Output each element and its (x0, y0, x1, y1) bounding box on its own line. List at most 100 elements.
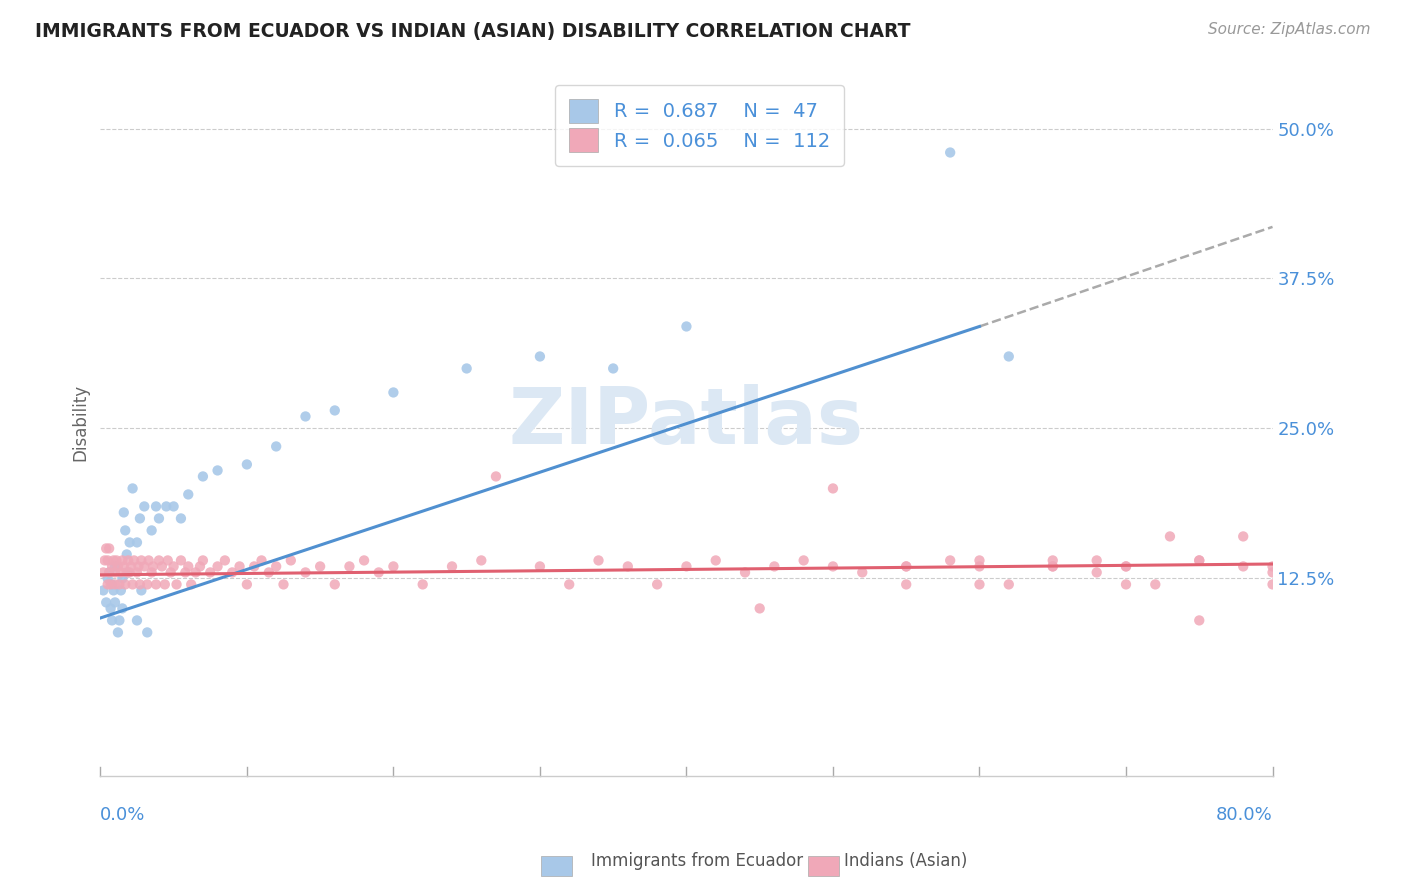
Point (98, 541, 121, 556)
Point (96, 541, 118, 556)
Point (121, 482, 143, 496)
Point (125, 535, 148, 549)
Point (150, 559, 173, 574)
Point (382, 385, 405, 400)
Point (136, 577, 159, 591)
Point (748, 601, 770, 615)
Point (108, 577, 131, 591)
Point (184, 566, 207, 580)
Point (1261, 577, 1284, 591)
Point (103, 583, 125, 598)
Legend: R =  0.687    N =  47, R =  0.065    N =  112: R = 0.687 N = 47, R = 0.065 N = 112 (555, 86, 844, 166)
Point (129, 511, 152, 525)
Point (104, 577, 127, 591)
Point (110, 566, 132, 580)
Point (177, 559, 200, 574)
Point (104, 559, 127, 574)
Point (675, 559, 697, 574)
Point (111, 571, 134, 585)
Point (98, 566, 121, 580)
Point (100, 601, 122, 615)
Point (617, 559, 640, 574)
Point (1144, 577, 1167, 591)
Point (105, 553, 128, 567)
Point (1085, 553, 1108, 567)
Point (323, 577, 346, 591)
Point (101, 577, 124, 591)
Text: ZIPatlas: ZIPatlas (509, 384, 863, 460)
Point (103, 553, 125, 567)
Point (112, 559, 135, 574)
Point (734, 566, 756, 580)
Point (200, 566, 222, 580)
Point (91, 583, 114, 598)
Point (191, 469, 214, 483)
Point (115, 548, 138, 562)
Point (97, 577, 120, 591)
Point (131, 553, 153, 567)
Point (117, 566, 139, 580)
Point (1188, 614, 1211, 628)
Text: 0.0%: 0.0% (100, 806, 146, 824)
Point (120, 559, 142, 574)
Point (939, 553, 962, 567)
Point (111, 553, 134, 567)
Point (191, 553, 214, 567)
Point (1042, 553, 1064, 567)
Point (485, 469, 508, 483)
Point (236, 458, 259, 472)
Text: Indians (Asian): Indians (Asian) (844, 852, 967, 870)
Point (1042, 559, 1064, 574)
Point (273, 577, 295, 591)
Point (159, 566, 181, 580)
Point (367, 566, 389, 580)
Point (821, 559, 844, 574)
Point (110, 583, 132, 598)
Point (121, 577, 143, 591)
Point (104, 566, 127, 580)
Point (1261, 559, 1284, 574)
Point (294, 566, 316, 580)
Point (148, 511, 170, 525)
Point (145, 577, 167, 591)
Point (896, 577, 918, 591)
Text: IMMIGRANTS FROM ECUADOR VS INDIAN (ASIAN) DISABILITY CORRELATION CHART: IMMIGRANTS FROM ECUADOR VS INDIAN (ASIAN… (35, 22, 911, 41)
Point (257, 566, 280, 580)
Point (107, 625, 129, 640)
Point (264, 439, 287, 453)
Point (353, 553, 375, 567)
Text: 80.0%: 80.0% (1216, 806, 1272, 824)
Point (264, 559, 287, 574)
Point (207, 463, 229, 477)
Point (456, 361, 478, 376)
Point (142, 559, 165, 574)
Point (602, 361, 624, 376)
Point (1085, 566, 1108, 580)
Point (166, 577, 188, 591)
Point (675, 319, 697, 334)
Point (100, 577, 122, 591)
Point (118, 566, 141, 580)
Point (153, 577, 176, 591)
Point (243, 559, 266, 574)
Point (382, 559, 405, 574)
Point (125, 614, 148, 628)
Point (118, 535, 141, 549)
Point (1188, 553, 1211, 567)
Point (250, 553, 273, 567)
Point (93, 553, 115, 567)
Point (111, 601, 134, 615)
Point (174, 566, 197, 580)
Point (170, 511, 193, 525)
Point (323, 403, 346, 417)
Point (156, 553, 179, 567)
Point (558, 577, 581, 591)
Y-axis label: Disability: Disability (72, 384, 89, 461)
Point (228, 559, 250, 574)
Point (107, 559, 129, 574)
Point (180, 577, 202, 591)
Point (97, 571, 120, 585)
Point (207, 559, 229, 574)
Point (91, 566, 114, 580)
Point (101, 559, 124, 574)
